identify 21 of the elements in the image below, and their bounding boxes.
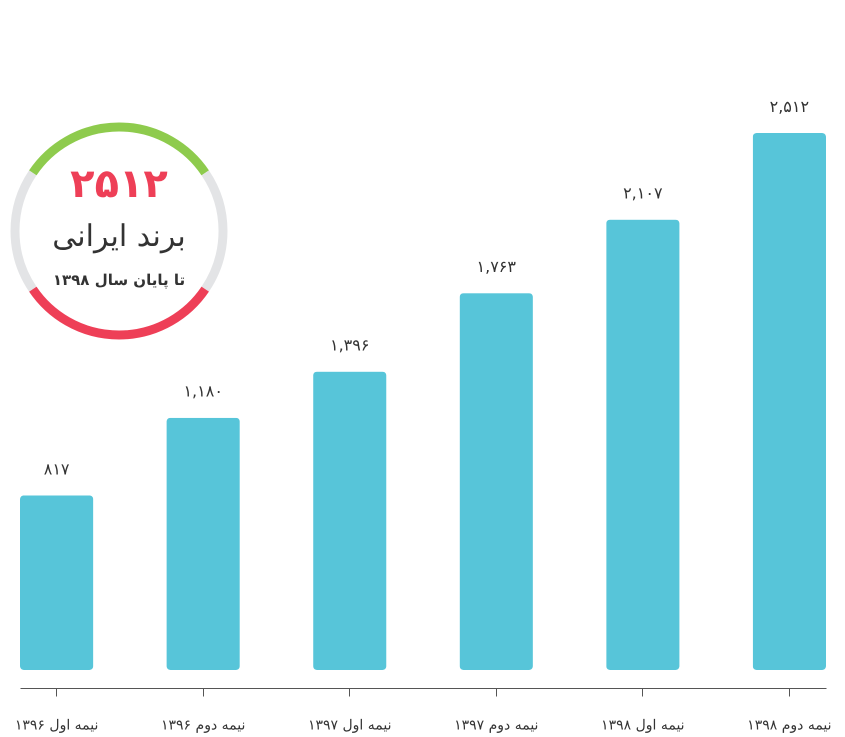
x-tick-label: نیمه دوم ۱۳۹۷ xyxy=(454,718,538,734)
annotation: برند ایرانی xyxy=(51,219,187,254)
bar xyxy=(752,133,826,670)
x-tick-label: نیمه دوم ۱۳۹۸ xyxy=(747,718,832,734)
data-label: ۱,۳۹۶ xyxy=(330,336,370,355)
x-tick-label: نیمه اول ۱۳۹۷ xyxy=(308,718,392,734)
data-label: ۲,۱۰۷ xyxy=(623,184,663,203)
bar xyxy=(166,418,240,670)
annotation: تا پایان سال ۱۳۹۸ xyxy=(52,271,186,289)
bar xyxy=(460,293,533,670)
data-label: ۲,۵۱۲ xyxy=(770,97,810,116)
x-tick-label: نیمه اول ۱۳۹۶ xyxy=(14,718,98,734)
bar xyxy=(313,372,386,670)
bar xyxy=(20,495,94,670)
annotation: ۲۵۱۲ xyxy=(69,161,169,207)
x-tick-label: نیمه دوم ۱۳۹۶ xyxy=(160,718,246,734)
x-tick-label: نیمه اول ۱۳۹۸ xyxy=(601,718,685,734)
data-label: ۸۱۷ xyxy=(44,459,70,478)
data-label: ۱,۷۶۳ xyxy=(476,257,516,276)
data-label: ۱,۱۸۰ xyxy=(183,382,223,401)
bar xyxy=(606,220,680,670)
